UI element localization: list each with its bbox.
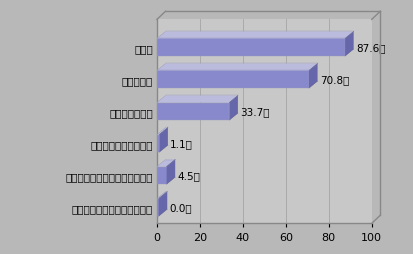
Polygon shape <box>159 128 168 153</box>
Bar <box>157 167 166 184</box>
Polygon shape <box>157 128 168 135</box>
Text: 0.0％: 0.0％ <box>169 203 192 213</box>
Bar <box>157 71 309 89</box>
Polygon shape <box>159 192 167 216</box>
Polygon shape <box>157 32 354 39</box>
Polygon shape <box>157 96 238 103</box>
Polygon shape <box>157 64 318 71</box>
Text: 4.5％: 4.5％ <box>177 171 200 181</box>
Polygon shape <box>345 32 354 57</box>
Polygon shape <box>229 96 238 121</box>
Polygon shape <box>157 160 175 167</box>
Bar <box>157 135 159 153</box>
Bar <box>157 39 345 57</box>
Text: 70.8％: 70.8％ <box>320 75 349 85</box>
Text: 87.6％: 87.6％ <box>356 43 385 53</box>
Polygon shape <box>157 192 167 199</box>
Bar <box>157 199 159 216</box>
Polygon shape <box>166 160 175 184</box>
Text: 33.7％: 33.7％ <box>240 107 270 117</box>
Polygon shape <box>309 64 318 89</box>
Bar <box>157 103 229 121</box>
Text: 1.1％: 1.1％ <box>170 139 193 149</box>
